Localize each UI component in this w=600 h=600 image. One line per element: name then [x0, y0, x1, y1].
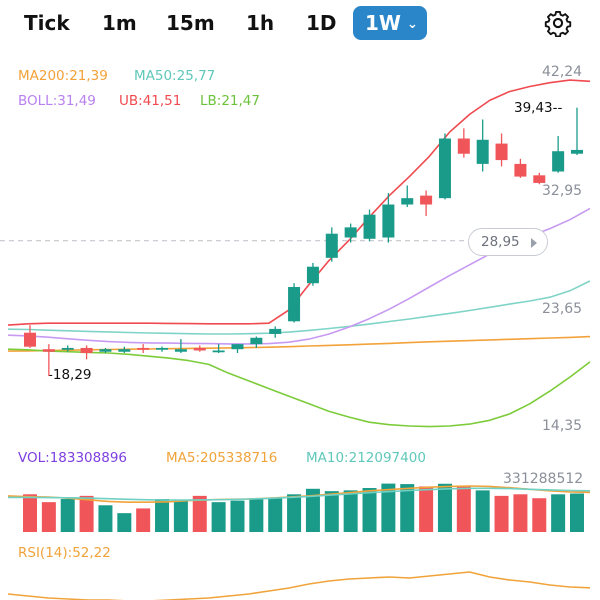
tab-1d[interactable]: 1D — [306, 11, 337, 35]
candle-body — [42, 349, 55, 352]
volume-bar — [305, 488, 320, 532]
candle-body — [250, 337, 263, 345]
low-marker: -18,29 — [48, 367, 92, 383]
price-axis-label: 42,24 — [542, 64, 583, 80]
tab-1w-label: 1W — [365, 11, 401, 35]
current-price-pill[interactable]: 28,95 — [468, 228, 548, 256]
lb-line — [7, 348, 591, 428]
vol-ma10-label: MA10:212097400 — [306, 450, 426, 466]
candle-body — [193, 347, 206, 351]
vol-label: VOL:183308896 — [18, 450, 127, 466]
candle-body — [269, 328, 282, 334]
high-marker-value: 39,43 — [514, 100, 553, 116]
rsi-line — [7, 571, 591, 600]
boll-label: BOLL:31,49 — [18, 93, 96, 109]
volume-bar — [400, 484, 415, 532]
ma200-line — [7, 335, 591, 352]
candle-body — [382, 204, 395, 238]
volume-bar — [343, 490, 358, 532]
volume-bar — [192, 495, 207, 532]
volume-bar — [570, 493, 584, 532]
volume-bar — [268, 497, 283, 532]
low-marker-value: 18,29 — [52, 367, 92, 383]
volume-bar — [456, 486, 471, 532]
candle-body — [438, 138, 451, 199]
ma50-line — [7, 280, 591, 335]
candle-body — [344, 227, 357, 238]
candle-body — [24, 332, 36, 347]
candle-body — [325, 233, 338, 258]
candle-body — [137, 347, 150, 350]
volume-bar — [513, 494, 528, 532]
timeframe-bar: Tick 1m 15m 1h 1D 1W ⌄ — [0, 0, 600, 46]
candle-body — [571, 149, 583, 154]
volume-bar — [79, 495, 94, 532]
candle-body — [231, 344, 244, 350]
candle-body — [420, 195, 433, 205]
tab-1h[interactable]: 1h — [246, 11, 275, 35]
candle-body — [118, 349, 131, 352]
volume-bar — [494, 495, 509, 532]
volume-bar — [249, 499, 264, 532]
candle-body — [288, 287, 301, 322]
candle-body — [363, 214, 376, 239]
volume-bar — [230, 500, 245, 532]
lb-label: LB:21,47 — [200, 93, 260, 109]
tab-tick[interactable]: Tick — [24, 11, 70, 35]
tab-1m[interactable]: 1m — [102, 11, 137, 35]
candle-body — [552, 151, 565, 172]
candle-body — [401, 198, 414, 205]
candle-body — [212, 350, 225, 353]
gear-icon[interactable] — [544, 9, 572, 37]
candle-body — [174, 349, 187, 352]
current-price: 28,95 — [481, 234, 520, 250]
volume-bar — [98, 505, 113, 532]
candle-body — [476, 139, 489, 164]
rsi-label: RSI(14):52,22 — [18, 545, 111, 561]
volume-bar — [41, 502, 56, 532]
price-axis-label: 14,35 — [542, 418, 583, 434]
volume-bar — [532, 498, 547, 532]
candle-body — [533, 175, 546, 183]
candle-body — [457, 138, 470, 154]
volume-bar — [475, 490, 490, 532]
volume-bar — [551, 494, 566, 532]
volume-bar — [324, 491, 339, 532]
volume-bar — [23, 494, 37, 532]
candle-body — [61, 347, 74, 350]
volume-max-label: 331288512 — [503, 471, 584, 487]
volume-bar — [287, 494, 302, 532]
ma200-label: MA200:21,39 — [18, 68, 108, 84]
volume-bar — [136, 508, 151, 532]
volume-bar — [211, 502, 226, 532]
play-icon — [531, 238, 537, 248]
volume-bar — [155, 499, 170, 532]
volume-bar — [381, 483, 396, 532]
high-marker: 39,43-- — [514, 100, 563, 116]
tab-1w[interactable]: 1W ⌄ — [353, 6, 427, 40]
ub-label: UB:41,51 — [119, 93, 182, 109]
candle-body — [80, 347, 93, 354]
vol-ma5-label: MA5:205338716 — [166, 450, 278, 466]
candle-body — [495, 143, 508, 161]
volume-bar — [60, 499, 75, 532]
price-axis-label: 23,65 — [542, 301, 583, 317]
candle-body — [99, 349, 112, 352]
tab-15m[interactable]: 15m — [166, 11, 215, 35]
candle-body — [514, 163, 527, 177]
vol-ma10-line — [8, 487, 591, 501]
price-axis-label: 32,95 — [542, 183, 583, 199]
volume-bar — [419, 486, 434, 532]
candle-body — [306, 266, 319, 284]
volume-bar — [117, 513, 132, 532]
chevron-down-icon: ⌄ — [406, 17, 418, 32]
ma50-label: MA50:25,77 — [134, 68, 216, 84]
volume-bar — [173, 500, 188, 532]
candle-body — [156, 347, 169, 350]
volume-bar — [437, 483, 452, 532]
volume-bar — [362, 488, 377, 532]
